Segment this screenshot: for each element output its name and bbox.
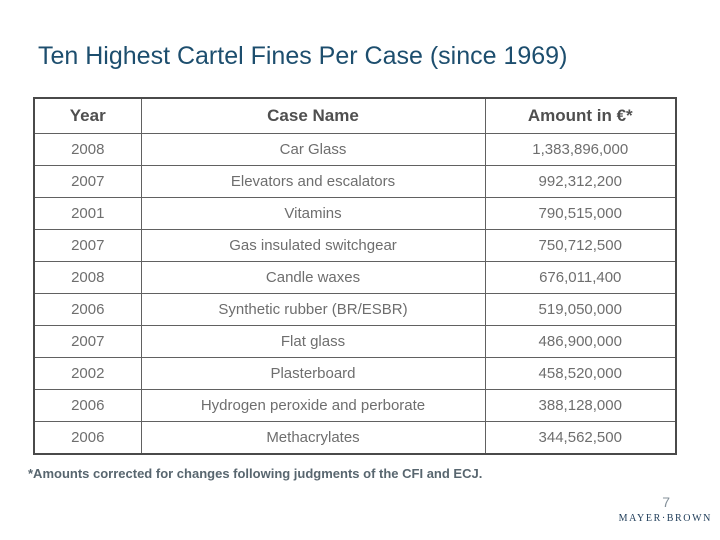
amount-cell: 992,312,200 [484, 165, 677, 198]
column-header-year: Year [33, 97, 142, 134]
mayer-brown-logo: MAYER·BROWN [618, 513, 712, 524]
table-row: 2008 Car Glass 1,383,896,000 [33, 133, 677, 166]
amount-cell: 458,520,000 [484, 357, 677, 390]
amount-cell: 750,712,500 [484, 229, 677, 262]
case-name-cell: Vitamins [140, 197, 486, 230]
amount-cell: 519,050,000 [484, 293, 677, 326]
year-cell: 2006 [33, 389, 142, 422]
year-cell: 2006 [33, 421, 142, 455]
year-cell: 2001 [33, 197, 142, 230]
year-cell: 2008 [33, 133, 142, 166]
page-number: 7 [662, 494, 670, 510]
case-name-cell: Candle waxes [140, 261, 486, 294]
amount-cell: 676,011,400 [484, 261, 677, 294]
table-row: 2001 Vitamins 790,515,000 [33, 197, 677, 230]
case-name-cell: Synthetic rubber (BR/ESBR) [140, 293, 486, 326]
amount-cell: 388,128,000 [484, 389, 677, 422]
table-row: 2007 Gas insulated switchgear 750,712,50… [33, 229, 677, 262]
year-cell: 2007 [33, 229, 142, 262]
cartel-fines-table: Year Case Name Amount in €* 2008 Car Gla… [33, 97, 677, 455]
amount-cell: 486,900,000 [484, 325, 677, 358]
table-row: 2007 Elevators and escalators 992,312,20… [33, 165, 677, 198]
table-row: 2006 Hydrogen peroxide and perborate 388… [33, 389, 677, 422]
amount-cell: 790,515,000 [484, 197, 677, 230]
case-name-cell: Methacrylates [140, 421, 486, 455]
column-header-case-name: Case Name [140, 97, 486, 134]
case-name-cell: Gas insulated switchgear [140, 229, 486, 262]
footnote: *Amounts corrected for changes following… [28, 466, 483, 481]
table-row: 2008 Candle waxes 676,011,400 [33, 261, 677, 294]
year-cell: 2007 [33, 165, 142, 198]
year-cell: 2002 [33, 357, 142, 390]
case-name-cell: Flat glass [140, 325, 486, 358]
case-name-cell: Elevators and escalators [140, 165, 486, 198]
year-cell: 2006 [33, 293, 142, 326]
year-cell: 2008 [33, 261, 142, 294]
column-header-amount: Amount in €* [484, 97, 677, 134]
case-name-cell: Hydrogen peroxide and perborate [140, 389, 486, 422]
table-row: 2006 Synthetic rubber (BR/ESBR) 519,050,… [33, 293, 677, 326]
table-row: 2007 Flat glass 486,900,000 [33, 325, 677, 358]
table-row: 2002 Plasterboard 458,520,000 [33, 357, 677, 390]
table-row: 2006 Methacrylates 344,562,500 [33, 421, 677, 455]
amount-cell: 344,562,500 [484, 421, 677, 455]
year-cell: 2007 [33, 325, 142, 358]
table-header-row: Year Case Name Amount in €* [33, 97, 677, 134]
case-name-cell: Car Glass [140, 133, 486, 166]
case-name-cell: Plasterboard [140, 357, 486, 390]
amount-cell: 1,383,896,000 [484, 133, 677, 166]
slide-title: Ten Highest Cartel Fines Per Case (since… [38, 42, 568, 70]
